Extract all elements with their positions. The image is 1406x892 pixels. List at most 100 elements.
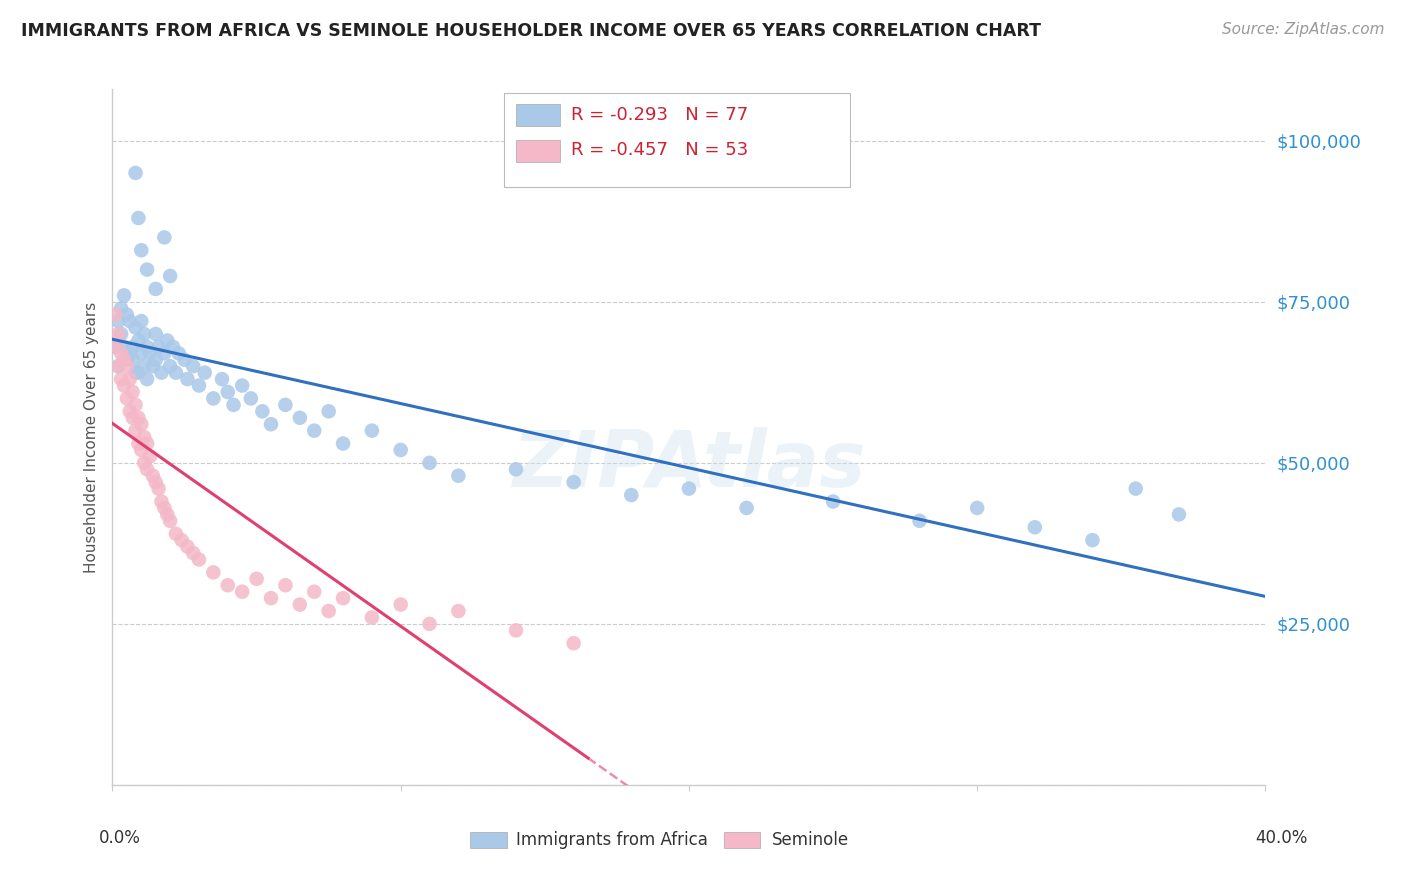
Point [150, 494, 173, 508]
Point [145, 475, 167, 490]
Point [118, 372, 141, 386]
Point [104, 340, 127, 354]
Point [129, 442, 153, 457]
Point [118, 404, 141, 418]
Point [124, 320, 146, 334]
Point [188, 378, 211, 392]
Text: 0.0%: 0.0% [98, 830, 141, 847]
Point [112, 340, 135, 354]
Point [150, 366, 173, 380]
Point [389, 442, 412, 457]
Point [1167, 508, 1189, 522]
Point [167, 346, 190, 360]
Point [260, 417, 283, 432]
Point [447, 604, 470, 618]
Point [620, 488, 643, 502]
Point [145, 326, 167, 341]
Point [110, 301, 132, 316]
Point [134, 326, 156, 341]
Text: Immigrants from Africa: Immigrants from Africa [516, 831, 707, 849]
Point [112, 288, 135, 302]
FancyBboxPatch shape [505, 93, 851, 186]
Point [252, 404, 274, 418]
Point [966, 500, 988, 515]
Point [176, 372, 198, 386]
Point [110, 346, 132, 360]
Point [115, 359, 138, 374]
Point [121, 340, 143, 354]
Point [129, 244, 153, 258]
Point [136, 372, 159, 386]
Point [360, 610, 382, 624]
Point [217, 384, 239, 399]
Point [159, 268, 181, 283]
Point [222, 398, 245, 412]
Point [389, 598, 412, 612]
Point [112, 352, 135, 367]
Point [153, 346, 176, 360]
Text: 40.0%: 40.0% [1256, 830, 1308, 847]
Point [419, 616, 441, 631]
FancyBboxPatch shape [516, 103, 560, 126]
Point [217, 578, 239, 592]
Point [112, 378, 135, 392]
Point [165, 526, 187, 541]
Text: Seminole: Seminole [772, 831, 849, 849]
Point [127, 334, 149, 348]
Point [156, 508, 179, 522]
Point [360, 424, 382, 438]
Point [127, 211, 149, 225]
Point [1024, 520, 1046, 534]
Point [165, 366, 187, 380]
Point [274, 398, 297, 412]
Point [159, 514, 181, 528]
Point [231, 584, 253, 599]
Point [447, 468, 470, 483]
Point [145, 282, 167, 296]
Point [134, 430, 156, 444]
Point [142, 468, 165, 483]
Point [176, 540, 198, 554]
Point [332, 436, 354, 450]
Point [505, 462, 527, 476]
Point [129, 346, 153, 360]
Point [107, 314, 129, 328]
Point [288, 410, 311, 425]
Point [115, 392, 138, 406]
Point [181, 546, 204, 560]
Point [124, 166, 146, 180]
Point [505, 624, 527, 638]
Point [142, 359, 165, 374]
Y-axis label: Householder Income Over 65 years: Householder Income Over 65 years [83, 301, 98, 573]
Point [188, 552, 211, 566]
Point [678, 482, 700, 496]
Point [148, 340, 170, 354]
Point [121, 384, 143, 399]
Point [288, 598, 311, 612]
Point [129, 417, 153, 432]
Point [173, 352, 195, 367]
Point [419, 456, 441, 470]
Text: ZIPAtlas: ZIPAtlas [512, 427, 866, 503]
Point [115, 352, 138, 367]
Point [318, 404, 340, 418]
Point [136, 462, 159, 476]
Point [239, 392, 262, 406]
Point [110, 326, 132, 341]
Point [127, 436, 149, 450]
Point [115, 308, 138, 322]
Point [821, 494, 844, 508]
Text: R = -0.457   N = 53: R = -0.457 N = 53 [571, 142, 748, 160]
Point [156, 334, 179, 348]
Point [318, 604, 340, 618]
Point [134, 359, 156, 374]
Point [260, 591, 283, 606]
Point [124, 366, 146, 380]
Point [202, 392, 225, 406]
Point [735, 500, 758, 515]
Point [908, 514, 931, 528]
Point [136, 436, 159, 450]
Point [134, 456, 156, 470]
Point [104, 308, 127, 322]
Text: IMMIGRANTS FROM AFRICA VS SEMINOLE HOUSEHOLDER INCOME OVER 65 YEARS CORRELATION : IMMIGRANTS FROM AFRICA VS SEMINOLE HOUSE… [21, 22, 1040, 40]
